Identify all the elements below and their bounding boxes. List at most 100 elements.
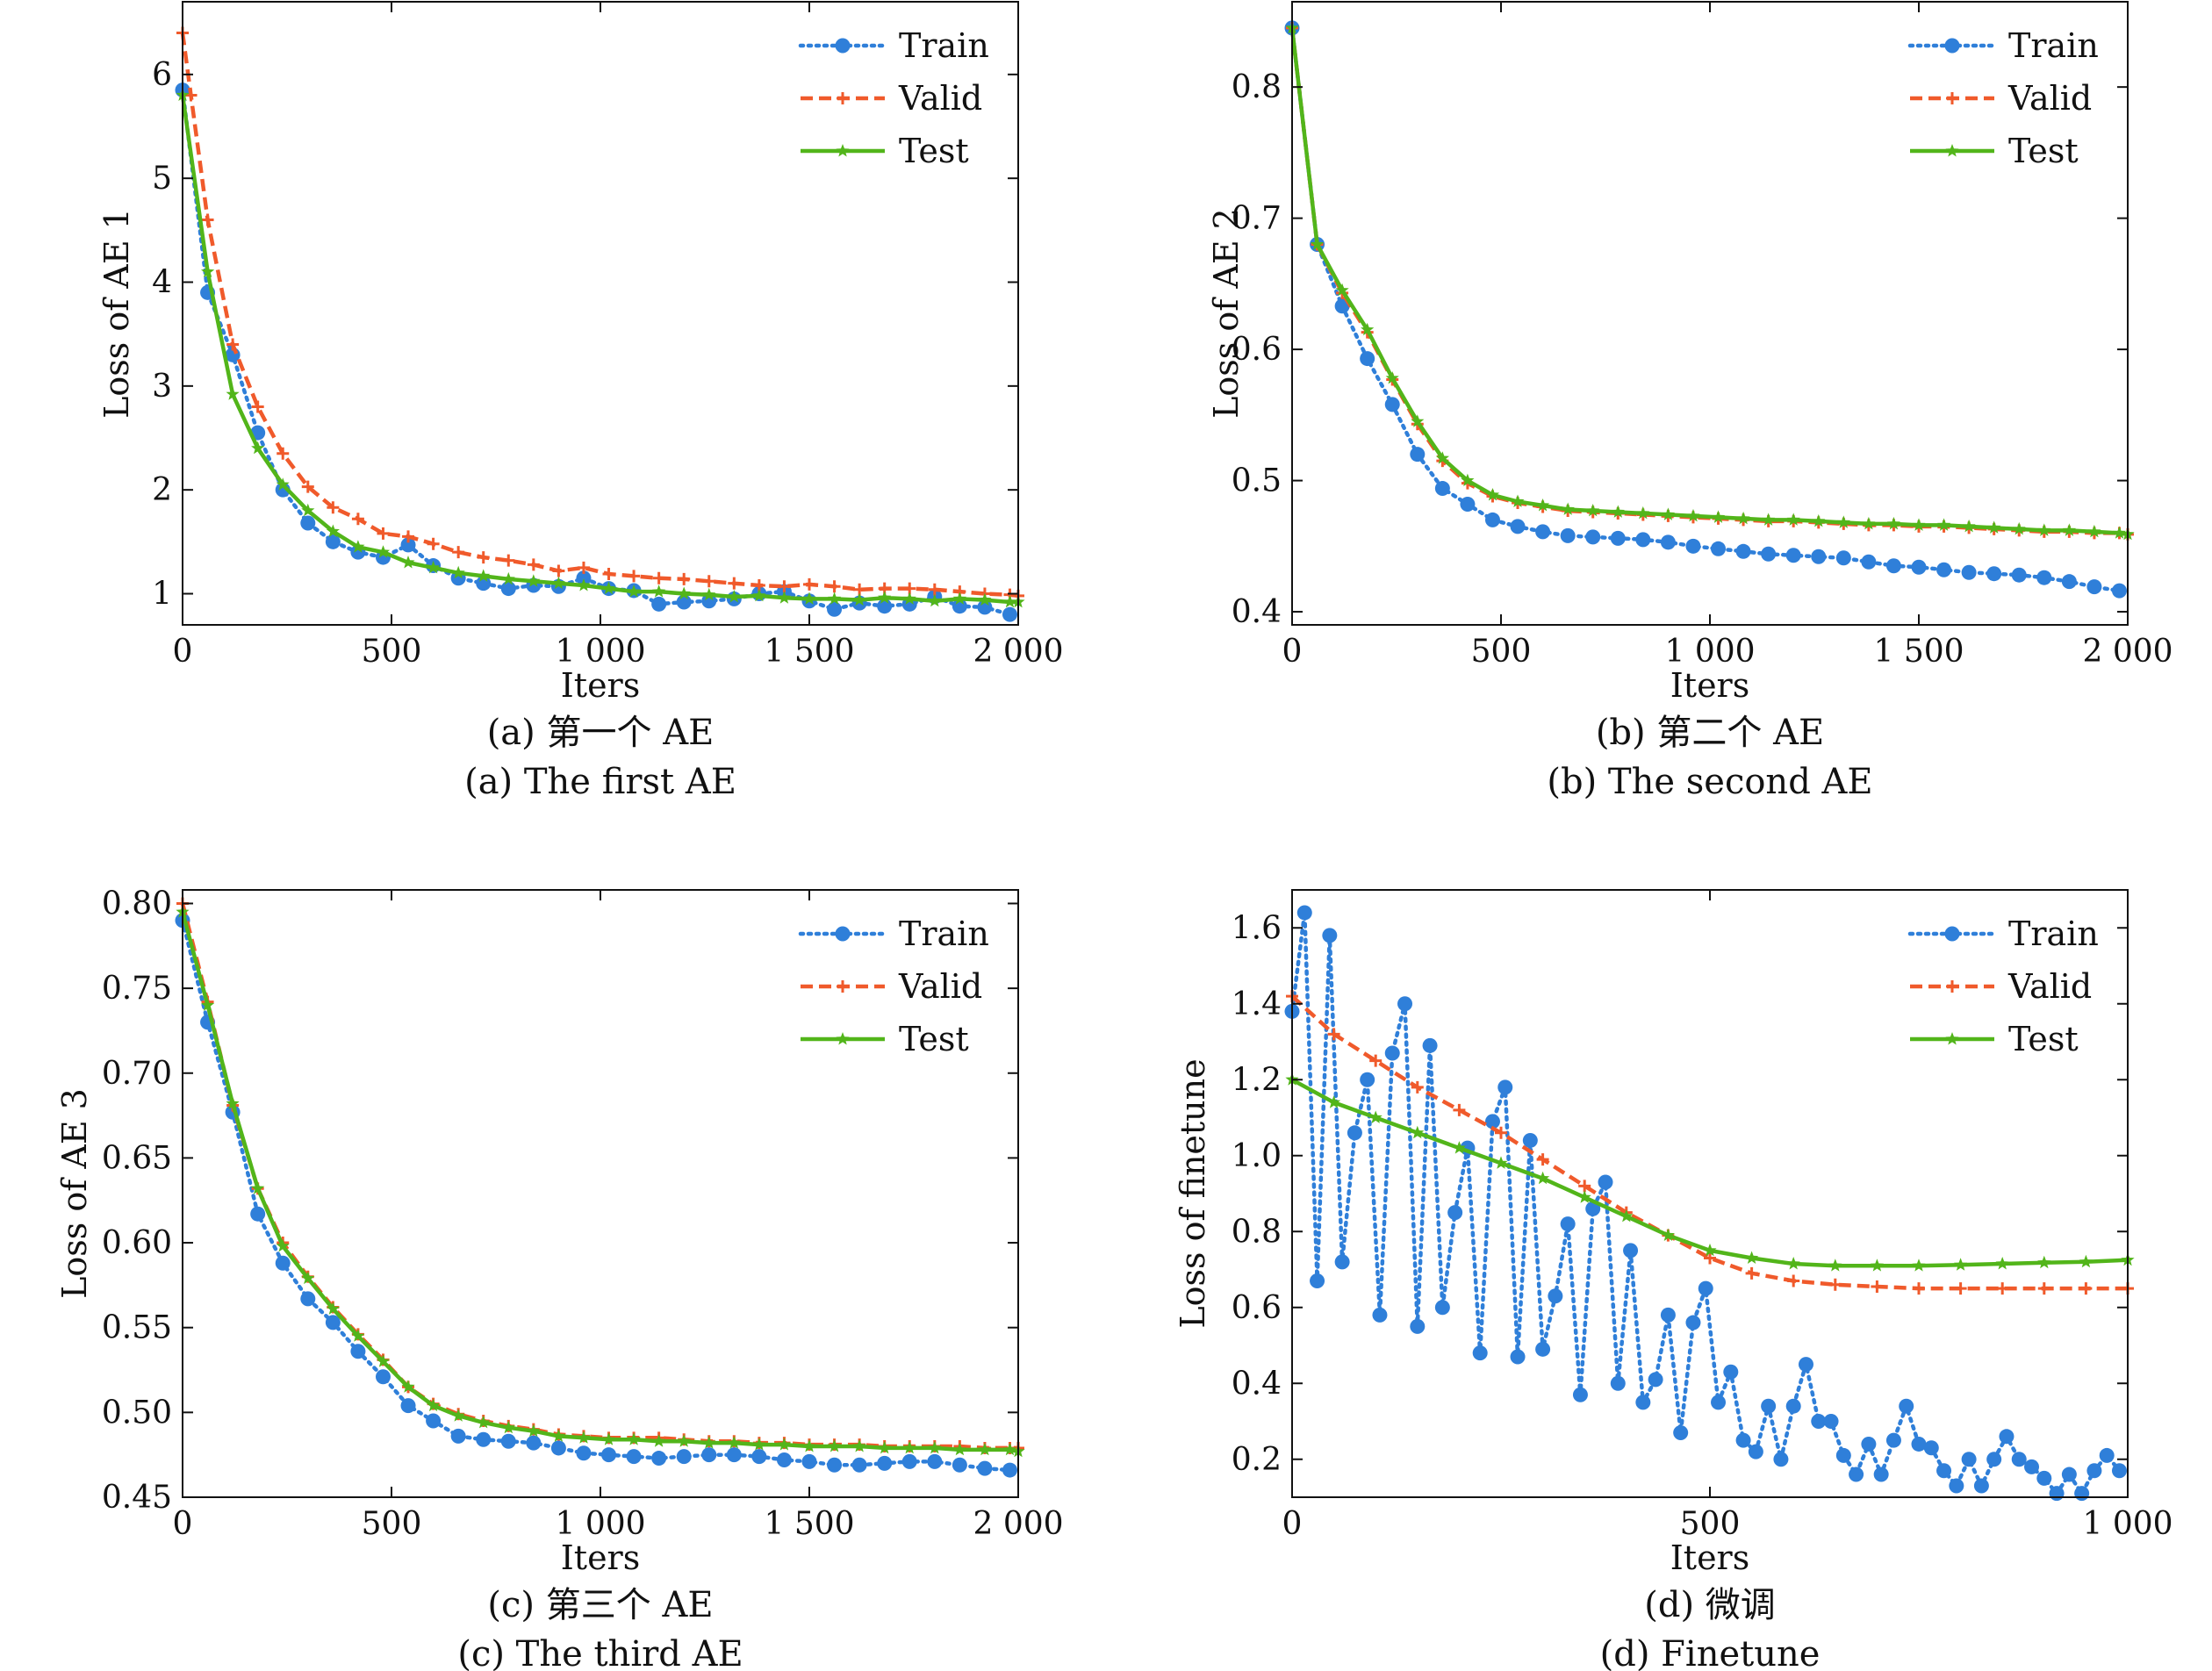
data-point bbox=[727, 1436, 741, 1449]
series-train bbox=[175, 82, 1017, 622]
data-point bbox=[1735, 543, 1751, 559]
y-tick-label: 0.45 bbox=[102, 1480, 172, 1516]
data-point bbox=[627, 1432, 641, 1445]
data-point bbox=[676, 1449, 692, 1465]
data-point bbox=[952, 1457, 967, 1473]
series-line-train bbox=[1289, 25, 2122, 593]
data-point bbox=[1522, 1132, 1538, 1148]
data-point bbox=[1452, 1141, 1466, 1154]
data-point bbox=[1327, 1095, 1341, 1108]
data-point bbox=[1572, 1387, 1588, 1402]
data-point bbox=[827, 601, 843, 617]
data-point bbox=[1002, 595, 1017, 608]
data-point bbox=[1435, 451, 1449, 464]
data-point bbox=[1861, 554, 1877, 570]
data-point bbox=[1460, 496, 1476, 512]
data-point bbox=[276, 447, 290, 460]
data-point bbox=[1835, 1447, 1851, 1463]
y-tick-label: 0.6 bbox=[1232, 332, 1282, 368]
data-point bbox=[2079, 1254, 2093, 1268]
data-point bbox=[601, 581, 616, 595]
data-point bbox=[1620, 1209, 1634, 1223]
data-point bbox=[1703, 1243, 1717, 1257]
data-point bbox=[877, 1455, 893, 1471]
data-point bbox=[1911, 559, 1927, 575]
data-point bbox=[1310, 1273, 1325, 1288]
series-line-test bbox=[180, 911, 1019, 1454]
chart-panel-4: 0 500 1 000 0.2 0.4 0.6 0.8 1.0 1.2 1.4 1.6 Iters Lo… bbox=[1174, 889, 2173, 1671]
legend-marker bbox=[1944, 38, 1960, 54]
caption-cn: (c) 第三个 AE bbox=[487, 1585, 713, 1625]
data-point bbox=[325, 534, 341, 549]
y-tick-label: 0.55 bbox=[102, 1310, 172, 1346]
data-point bbox=[2011, 1452, 2027, 1467]
data-point bbox=[1561, 502, 1575, 515]
data-point bbox=[1334, 1254, 1350, 1270]
data-point bbox=[2011, 567, 2027, 583]
data-point bbox=[1936, 562, 1952, 577]
data-point bbox=[500, 581, 516, 597]
data-point bbox=[1384, 1045, 1400, 1061]
data-point bbox=[1296, 905, 1312, 921]
data-point bbox=[751, 1449, 767, 1465]
data-point bbox=[451, 1409, 465, 1422]
caption-cn: (b) 第二个 AE bbox=[1596, 713, 1824, 753]
data-point bbox=[301, 480, 314, 493]
data-point bbox=[1411, 414, 1425, 427]
data-point bbox=[1954, 1282, 1967, 1295]
data-point bbox=[251, 441, 265, 455]
data-point bbox=[577, 1431, 591, 1444]
data-point bbox=[1986, 566, 2002, 582]
data-point bbox=[1885, 1432, 1901, 1448]
caption-en: (a) The first AE bbox=[464, 762, 736, 802]
data-point bbox=[400, 537, 416, 553]
data-point bbox=[952, 1442, 966, 1456]
data-point bbox=[351, 1329, 365, 1342]
data-point bbox=[2086, 579, 2102, 595]
data-point bbox=[551, 1429, 565, 1442]
data-point bbox=[226, 1096, 240, 1109]
data-point bbox=[1711, 1395, 1727, 1410]
data-point bbox=[452, 546, 465, 559]
data-point bbox=[801, 1453, 817, 1469]
data-point bbox=[628, 570, 641, 583]
data-point bbox=[1660, 1307, 1676, 1323]
data-point bbox=[1510, 1349, 1526, 1365]
data-point bbox=[226, 387, 240, 400]
data-point bbox=[326, 1302, 340, 1315]
data-point bbox=[2112, 526, 2127, 539]
data-point bbox=[1369, 1054, 1382, 1067]
data-point bbox=[1410, 447, 1426, 463]
y-axis-label: Loss of AE 2 bbox=[1207, 208, 1246, 419]
legend-label-train: Train bbox=[2008, 914, 2099, 953]
data-point bbox=[2061, 1467, 2077, 1482]
data-point bbox=[1648, 1372, 1663, 1388]
data-point bbox=[1685, 538, 1701, 554]
data-point bbox=[852, 1439, 866, 1452]
legend: Train Valid Test bbox=[798, 26, 989, 170]
data-point bbox=[250, 1206, 266, 1222]
data-point bbox=[928, 583, 941, 596]
data-point bbox=[376, 1354, 391, 1367]
data-point bbox=[1723, 1364, 1739, 1380]
y-tick-label: 0.4 bbox=[1232, 594, 1282, 630]
data-point bbox=[878, 591, 892, 604]
y-tick-label: 0.70 bbox=[102, 1056, 172, 1092]
data-point bbox=[777, 591, 791, 604]
y-tick-label: 4 bbox=[152, 265, 172, 301]
plot-frame bbox=[182, 1, 1019, 626]
data-point bbox=[1885, 558, 1901, 574]
legend-label-train: Train bbox=[2008, 26, 2099, 65]
data-point bbox=[1660, 534, 1676, 550]
legend-label-train: Train bbox=[899, 914, 989, 953]
series-valid bbox=[176, 897, 1024, 1454]
data-point bbox=[626, 1449, 642, 1465]
data-point bbox=[952, 599, 967, 614]
legend-marker bbox=[836, 144, 850, 157]
legend-marker bbox=[835, 926, 851, 942]
data-point bbox=[1623, 1243, 1639, 1259]
series-line-train bbox=[180, 918, 1012, 1473]
data-point bbox=[550, 1440, 566, 1456]
data-point bbox=[1578, 1180, 1591, 1193]
data-point bbox=[1586, 504, 1600, 517]
